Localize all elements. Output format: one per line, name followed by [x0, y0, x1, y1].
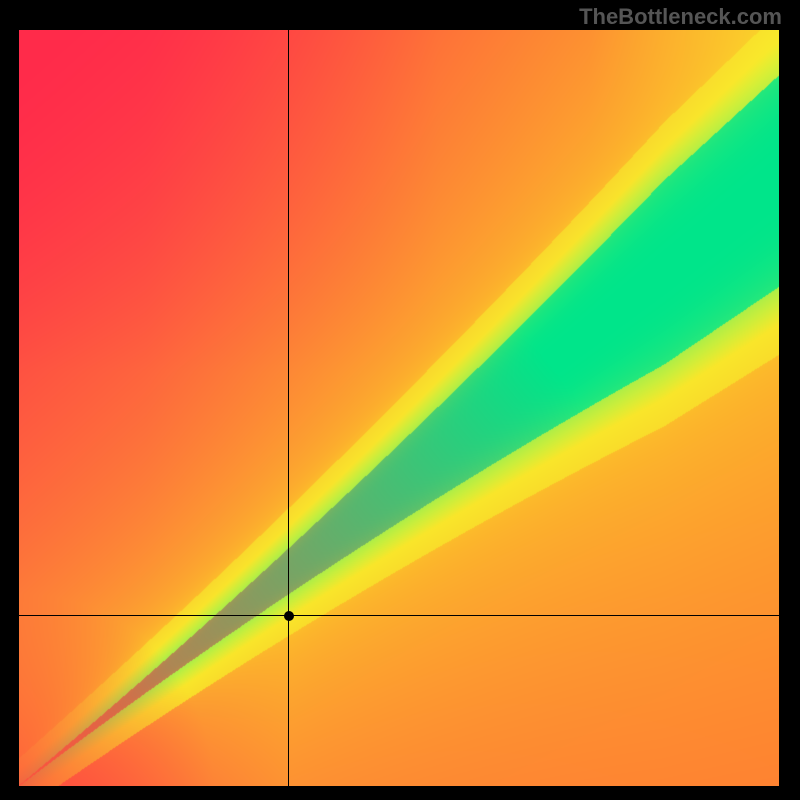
heatmap-canvas — [19, 30, 779, 786]
watermark-text: TheBottleneck.com — [579, 4, 782, 30]
heatmap-plot — [19, 30, 779, 786]
crosshair-vertical — [288, 30, 289, 786]
crosshair-horizontal — [19, 615, 779, 616]
data-point-marker — [284, 611, 294, 621]
chart-container: TheBottleneck.com — [0, 0, 800, 800]
